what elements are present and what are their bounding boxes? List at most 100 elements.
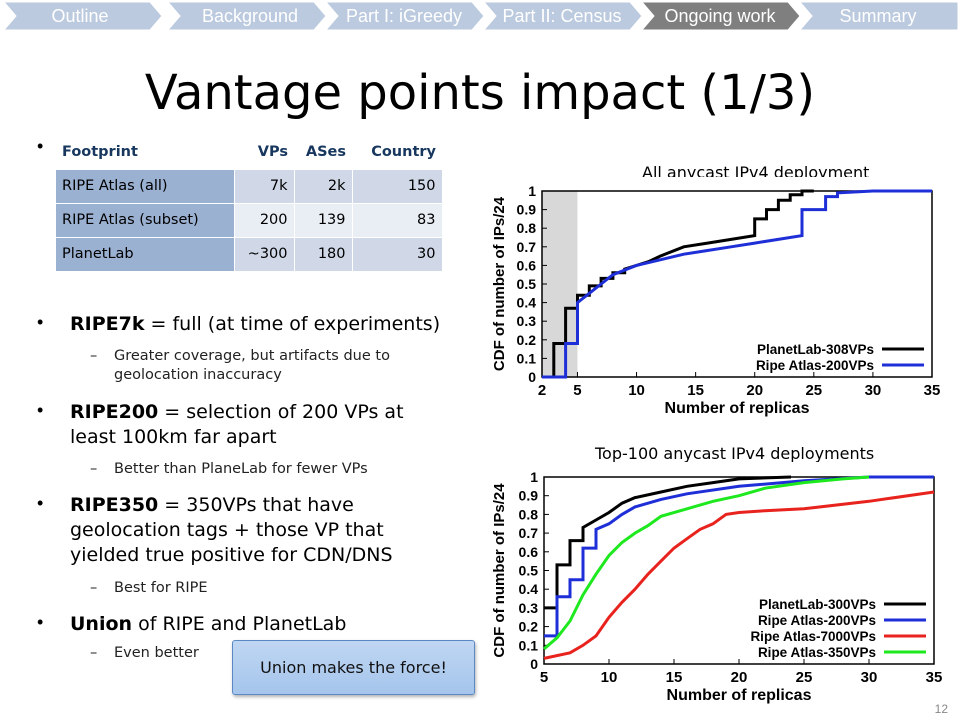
y-tick-label: 1: [530, 469, 538, 485]
y-tick-label: 0.7: [517, 239, 537, 255]
sub-bullet-ripe7k-text: Greater coverage, but artifacts due to g…: [114, 348, 390, 383]
bullet-ripe350: RIPE350 = 350VPs that have geolocation t…: [70, 493, 458, 568]
y-axis-label: CDF of number of IPs/24: [491, 483, 508, 658]
y-tick-label: 0.9: [517, 202, 537, 218]
shaded-region: [542, 191, 578, 377]
y-tick-label: 0.9: [519, 488, 539, 504]
nav-chevron-shape: [798, 1, 959, 31]
bullet-ripe7k-text: = full (at time of experiments): [144, 313, 441, 335]
bullet-ripe200-text: = selection of 200 VPs at least 100km fa…: [70, 401, 404, 448]
table-header-vps: VPs: [234, 135, 294, 170]
sub-bullet-ripe350: – Best for RIPE: [90, 579, 454, 598]
table-header-country: Country: [352, 135, 442, 170]
nav-chevron-shape: [324, 1, 485, 31]
dash: –: [90, 348, 98, 364]
x-tick-label: 25: [805, 382, 822, 399]
page-number: 12: [934, 702, 948, 716]
table-header-row: Footprint VPs ASes Country: [56, 135, 442, 170]
table-header-footprint: Footprint: [56, 135, 234, 170]
y-tick-label: 0.4: [517, 295, 537, 311]
legend-label: Ripe Atlas-200VPs: [758, 613, 876, 628]
series-line: [542, 189, 932, 379]
dash: –: [90, 645, 98, 661]
callout-box: Union makes the force!: [232, 640, 475, 695]
x-tick-label: 10: [628, 382, 645, 399]
bullet-dot: •: [37, 493, 44, 513]
bullet-dot: •: [37, 136, 44, 156]
table-cell: 150: [352, 169, 443, 204]
legend-label: Ripe Atlas-350VPs: [758, 645, 876, 660]
section-nav: Outline Background Part I: iGreedy Part …: [0, 0, 960, 32]
bullet-union-bold: Union: [70, 613, 133, 635]
y-tick-label: 0.6: [517, 257, 537, 273]
table-row: RIPE Atlas (subset) 200 139 83: [56, 203, 443, 238]
bullet-union: Union of RIPE and PlanetLab: [70, 612, 450, 637]
table-cell: ~300: [234, 237, 295, 272]
y-tick-label: 0.6: [519, 544, 539, 560]
x-tick-label: 10: [601, 669, 618, 686]
sub-bullet-ripe350-text: Best for RIPE: [114, 580, 208, 596]
nav-item-outline[interactable]: Outline: [51, 6, 109, 26]
sub-bullet-union: – Even better: [90, 644, 234, 663]
x-tick-label: 20: [731, 669, 748, 686]
x-tick-label: 20: [746, 382, 763, 399]
table-cell: 139: [294, 203, 353, 238]
table-cell: 7k: [234, 169, 295, 204]
slide-title: Vantage points impact (1/3): [144, 65, 816, 121]
dash: –: [90, 461, 98, 477]
bullet-dot: •: [37, 612, 44, 632]
nav-chevron-shape: [166, 1, 327, 31]
y-tick-label: 0.1: [519, 637, 539, 653]
chart-background: [482, 462, 960, 712]
nav-item-background[interactable]: Background: [201, 6, 299, 26]
legend-label: PlanetLab-300VPs: [759, 597, 876, 612]
nav-item-summary[interactable]: Summary: [839, 6, 917, 26]
legend-label: Ripe Atlas-7000VPs: [750, 629, 876, 644]
nav-item-census[interactable]: Part II: Census: [502, 6, 622, 26]
table-cell: 83: [352, 203, 443, 238]
series-line: [544, 475, 934, 638]
legend-label: PlanetLab-308VPs: [757, 342, 874, 357]
sub-bullet-union-text: Even better: [114, 645, 199, 661]
series-line: [543, 475, 870, 651]
bullet-ripe200: RIPE200 = selection of 200 VPs at least …: [70, 400, 450, 450]
y-tick-label: 0: [528, 369, 536, 385]
x-tick-label: 35: [926, 669, 943, 686]
x-tick-label: 15: [687, 382, 704, 399]
table-row: RIPE Atlas (all) 7k 2k 150: [56, 169, 443, 204]
bullet-dot: •: [37, 400, 44, 420]
y-tick-label: 0.2: [517, 332, 537, 348]
table-cell: 2k: [294, 169, 353, 204]
y-tick-label: 1: [528, 183, 536, 199]
bullet-ripe7k-bold: RIPE7k: [70, 313, 145, 335]
bullet-dot: •: [37, 312, 44, 332]
cdf-chart-all-anycast: 2 5 10 15 20 25 30 3500.10.20.30.40.50.60.70.80…: [482, 177, 960, 422]
table-cell: RIPE Atlas (subset): [56, 203, 235, 238]
x-axis-label: Number of replicas: [667, 687, 812, 704]
footprint-table: Footprint VPs ASes Country RIPE Atlas (a…: [56, 135, 443, 272]
table-cell: 180: [294, 237, 353, 272]
y-tick-label: 0.5: [517, 276, 537, 292]
x-tick-label: 5: [540, 669, 548, 686]
bullet-ripe200-bold: RIPE200: [70, 401, 159, 423]
x-tick-label: 15: [666, 669, 683, 686]
cdf-chart-top100-anycast: 5 10 15 20 25 30 35 0 0.1 0.2 0.3 0.4 0.5 0.6 0.7 0.8 0.…: [482, 462, 960, 712]
nav-chevron-shape: [640, 1, 801, 31]
table-row: PlanetLab ~300 180 30: [56, 237, 443, 272]
x-tick-label: 30: [865, 382, 882, 399]
y-tick-label: 0.8: [517, 220, 537, 236]
nav-chevron-shape: [2, 1, 163, 31]
x-tick-label: 25: [796, 669, 813, 686]
sub-bullet-ripe200: – Better than PlaneLab for fewer VPs: [90, 460, 454, 479]
y-tick-label: 0.7: [519, 525, 539, 541]
x-tick-label: 30: [861, 669, 878, 686]
y-axis-label: CDF of number of IPs/24: [491, 196, 508, 371]
nav-item-ongoing-work[interactable]: Ongoing work: [664, 6, 776, 26]
nav-item-igreedy[interactable]: Part I: iGreedy: [345, 6, 463, 26]
series-line: [544, 475, 792, 610]
y-tick-label: 0.3: [519, 600, 539, 616]
y-tick-label: 0.2: [519, 619, 539, 635]
x-tick-label: 2: [538, 382, 546, 399]
y-tick-label: 0: [530, 656, 538, 672]
y-tick-label: 0.1: [517, 350, 537, 366]
